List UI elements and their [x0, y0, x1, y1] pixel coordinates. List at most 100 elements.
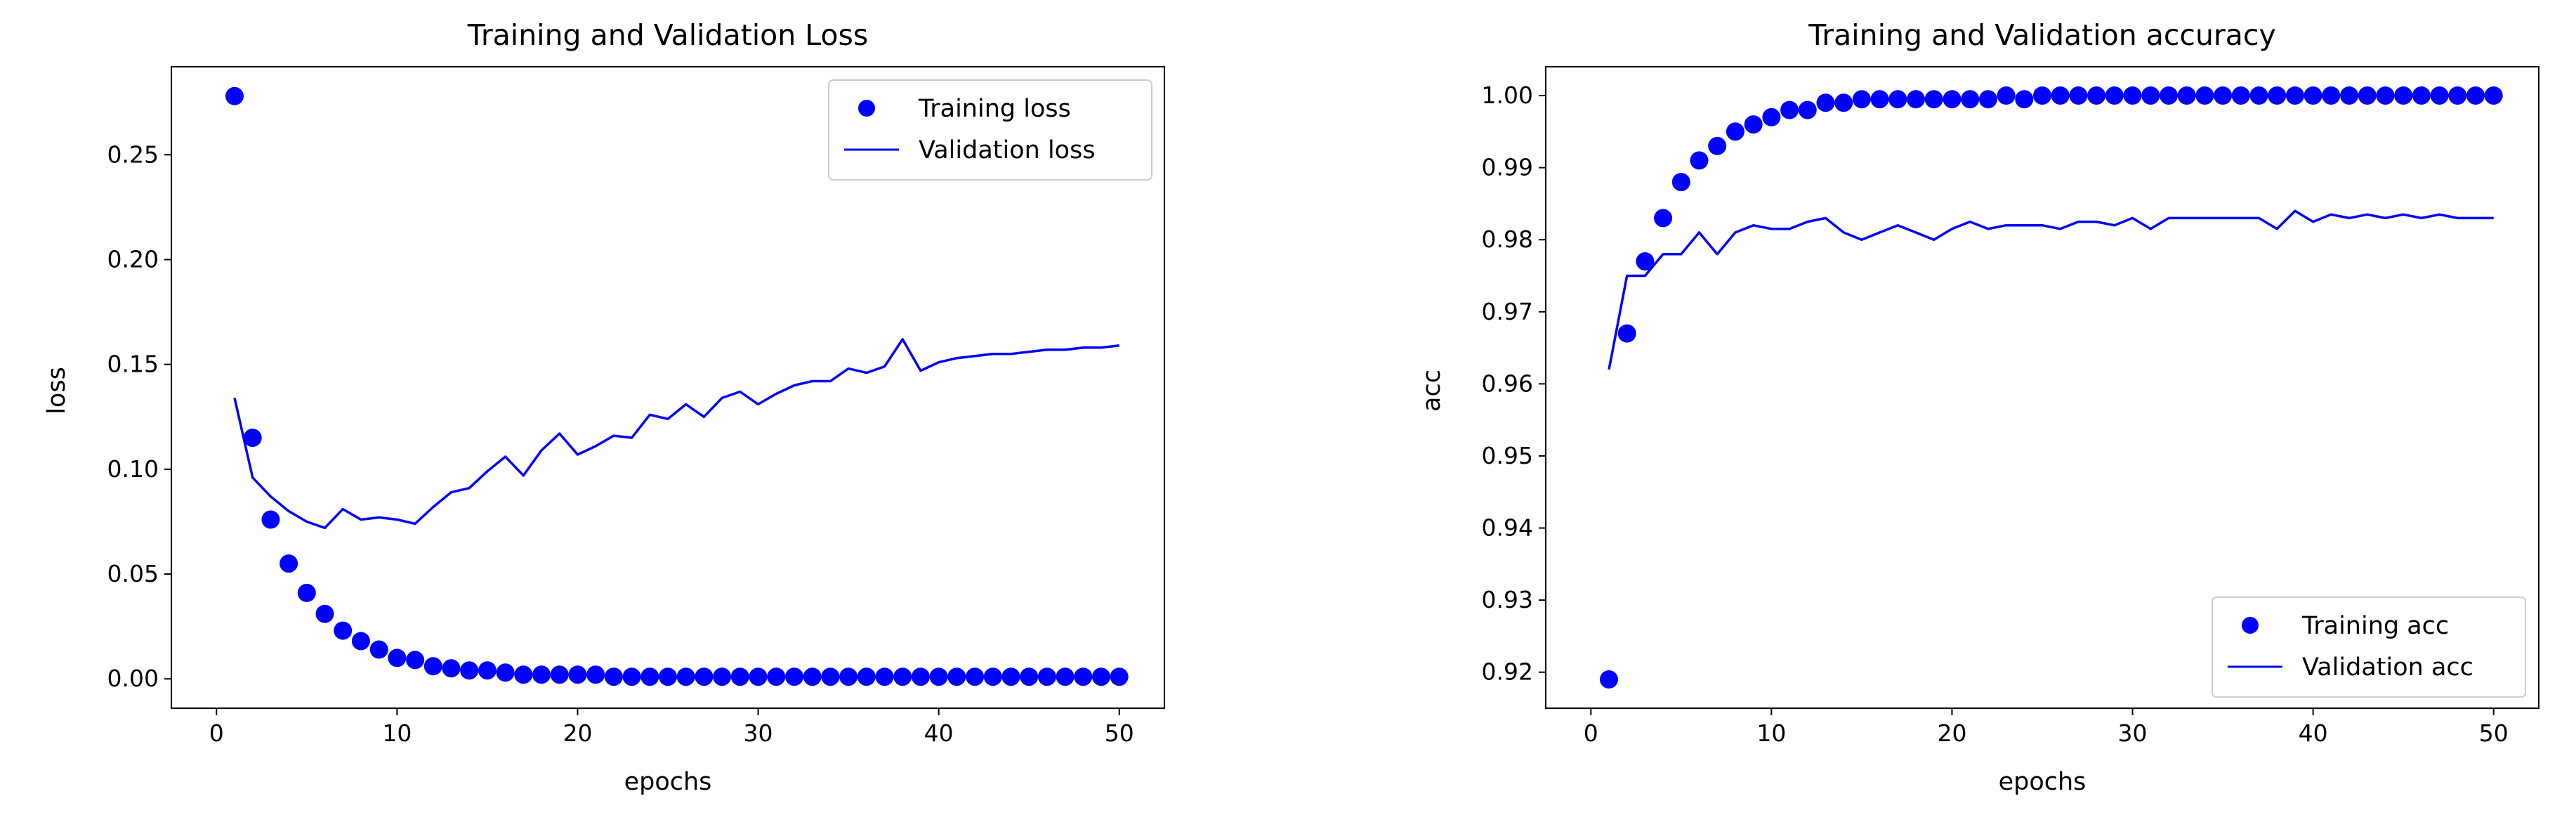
training-acc-point	[2448, 86, 2467, 105]
training-acc-point	[2358, 86, 2377, 105]
training-acc-point	[1943, 90, 1961, 109]
loss-chart-title: Training and Validation Loss	[467, 18, 868, 52]
x-tick-label: 40	[2299, 719, 2328, 747]
training-acc-point	[2195, 86, 2214, 105]
training-loss-point	[351, 632, 370, 651]
legend-marker-training-loss	[858, 100, 875, 117]
training-acc-point	[2340, 86, 2359, 105]
accuracy-chart-xlabel: epochs	[1999, 768, 2087, 796]
training-acc-point	[2412, 86, 2431, 105]
training-loss-point	[315, 604, 334, 623]
legend-label-validation-loss: Validation loss	[919, 136, 1096, 164]
training-acc-point	[2466, 86, 2485, 105]
y-tick-label: 0.92	[1482, 658, 1533, 686]
legend-label-training-loss: Training loss	[918, 95, 1071, 123]
training-acc-point	[2249, 86, 2268, 105]
y-tick-label: 0.05	[107, 560, 159, 587]
training-loss-point	[640, 667, 659, 686]
x-tick-label: 50	[2479, 719, 2509, 747]
training-acc-point	[1961, 90, 1980, 109]
training-acc-point	[2394, 86, 2413, 105]
training-loss-point	[225, 86, 244, 105]
y-tick-label: 1.00	[1482, 82, 1533, 109]
loss-chart-legend: Training loss Validation loss	[828, 79, 1152, 181]
training-acc-point	[1636, 252, 1655, 270]
training-loss-point	[406, 651, 425, 670]
training-loss-point	[514, 665, 533, 684]
y-tick-label: 0.96	[1482, 370, 1533, 397]
training-acc-point	[1600, 670, 1618, 689]
training-loss-point	[839, 667, 858, 686]
training-loss-point	[929, 667, 948, 686]
accuracy-chart: Training and Validation accuracy epochs …	[1418, 18, 2539, 796]
training-acc-point	[1708, 136, 1727, 155]
y-tick-label: 0.15	[107, 351, 159, 378]
training-loss-point	[622, 667, 641, 686]
y-tick-label: 0.25	[107, 141, 159, 168]
y-tick-label: 0.97	[1482, 298, 1533, 325]
training-loss-point	[659, 667, 677, 686]
y-tick-label: 0.95	[1482, 442, 1533, 469]
training-loss-point	[369, 640, 388, 659]
training-loss-point	[423, 657, 442, 676]
training-loss-point	[730, 667, 749, 686]
x-tick-label: 40	[924, 719, 954, 747]
y-tick-label: 0.94	[1482, 514, 1533, 542]
training-loss-point	[550, 665, 569, 684]
x-tick-label: 0	[209, 719, 224, 747]
training-loss-point	[1037, 667, 1056, 686]
legend-box	[828, 79, 1152, 181]
loss-chart-xlabel: epochs	[624, 768, 712, 796]
training-loss-point	[1020, 667, 1039, 686]
training-acc-point	[2160, 86, 2178, 105]
loss-chart-plot-area	[225, 86, 1129, 686]
accuracy-chart-y-ticks: 0.92 0.93 0.94 0.95 0.96 0.97 0.98 0.99 1.00	[1482, 82, 1546, 686]
training-loss-point	[821, 667, 840, 686]
training-acc-point	[2087, 86, 2106, 105]
training-loss-point	[280, 554, 298, 573]
training-acc-point	[1617, 324, 1636, 343]
training-acc-point	[1870, 90, 1889, 109]
training-acc-point	[2177, 86, 2196, 105]
validation-acc-line	[1608, 209, 2494, 370]
training-acc-point	[2484, 86, 2503, 105]
training-loss-point	[297, 583, 316, 602]
accuracy-chart-legend: Training acc Validation acc	[2212, 596, 2526, 698]
training-acc-point	[2141, 86, 2160, 105]
training-acc-point	[2376, 86, 2395, 105]
training-acc-point	[2285, 86, 2304, 105]
legend-label-validation-acc: Validation acc	[2302, 653, 2473, 682]
training-loss-point	[767, 667, 786, 686]
training-acc-point	[1834, 93, 1853, 112]
training-acc-point	[2268, 86, 2287, 105]
training-loss-point	[243, 429, 262, 448]
loss-chart-ylabel: loss	[43, 367, 71, 415]
training-acc-point	[2105, 86, 2124, 105]
accuracy-chart-ylabel: acc	[1418, 370, 1446, 412]
accuracy-chart-frame	[1545, 66, 2539, 709]
training-acc-point	[1744, 115, 1763, 134]
x-tick-label: 30	[2118, 719, 2148, 747]
training-loss-point	[388, 648, 407, 667]
loss-chart: Training and Validation Loss epochs loss…	[43, 18, 1165, 796]
training-loss-point	[695, 667, 714, 686]
training-acc-point	[1654, 209, 1673, 228]
y-tick-label: 0.93	[1482, 586, 1533, 613]
x-tick-label: 30	[744, 719, 773, 747]
training-acc-point	[1726, 122, 1744, 141]
accuracy-chart-x-ticks: 0 10 20 30 40 50	[1584, 708, 2509, 747]
training-acc-point	[1762, 107, 1781, 126]
x-tick-label: 20	[1937, 719, 1966, 747]
x-tick-label: 10	[382, 719, 412, 747]
training-loss-point	[586, 665, 605, 684]
training-acc-point	[2015, 90, 2034, 109]
validation-loss-line	[233, 338, 1119, 530]
loss-chart-x-ticks: 0 10 20 30 40 50	[209, 708, 1134, 747]
training-loss-point	[785, 667, 803, 686]
accuracy-chart-title: Training and Validation accuracy	[1808, 18, 2275, 52]
training-acc-point	[2214, 86, 2233, 105]
training-loss-point	[568, 665, 587, 684]
training-acc-point	[1816, 93, 1835, 112]
training-acc-point	[2051, 86, 2070, 105]
